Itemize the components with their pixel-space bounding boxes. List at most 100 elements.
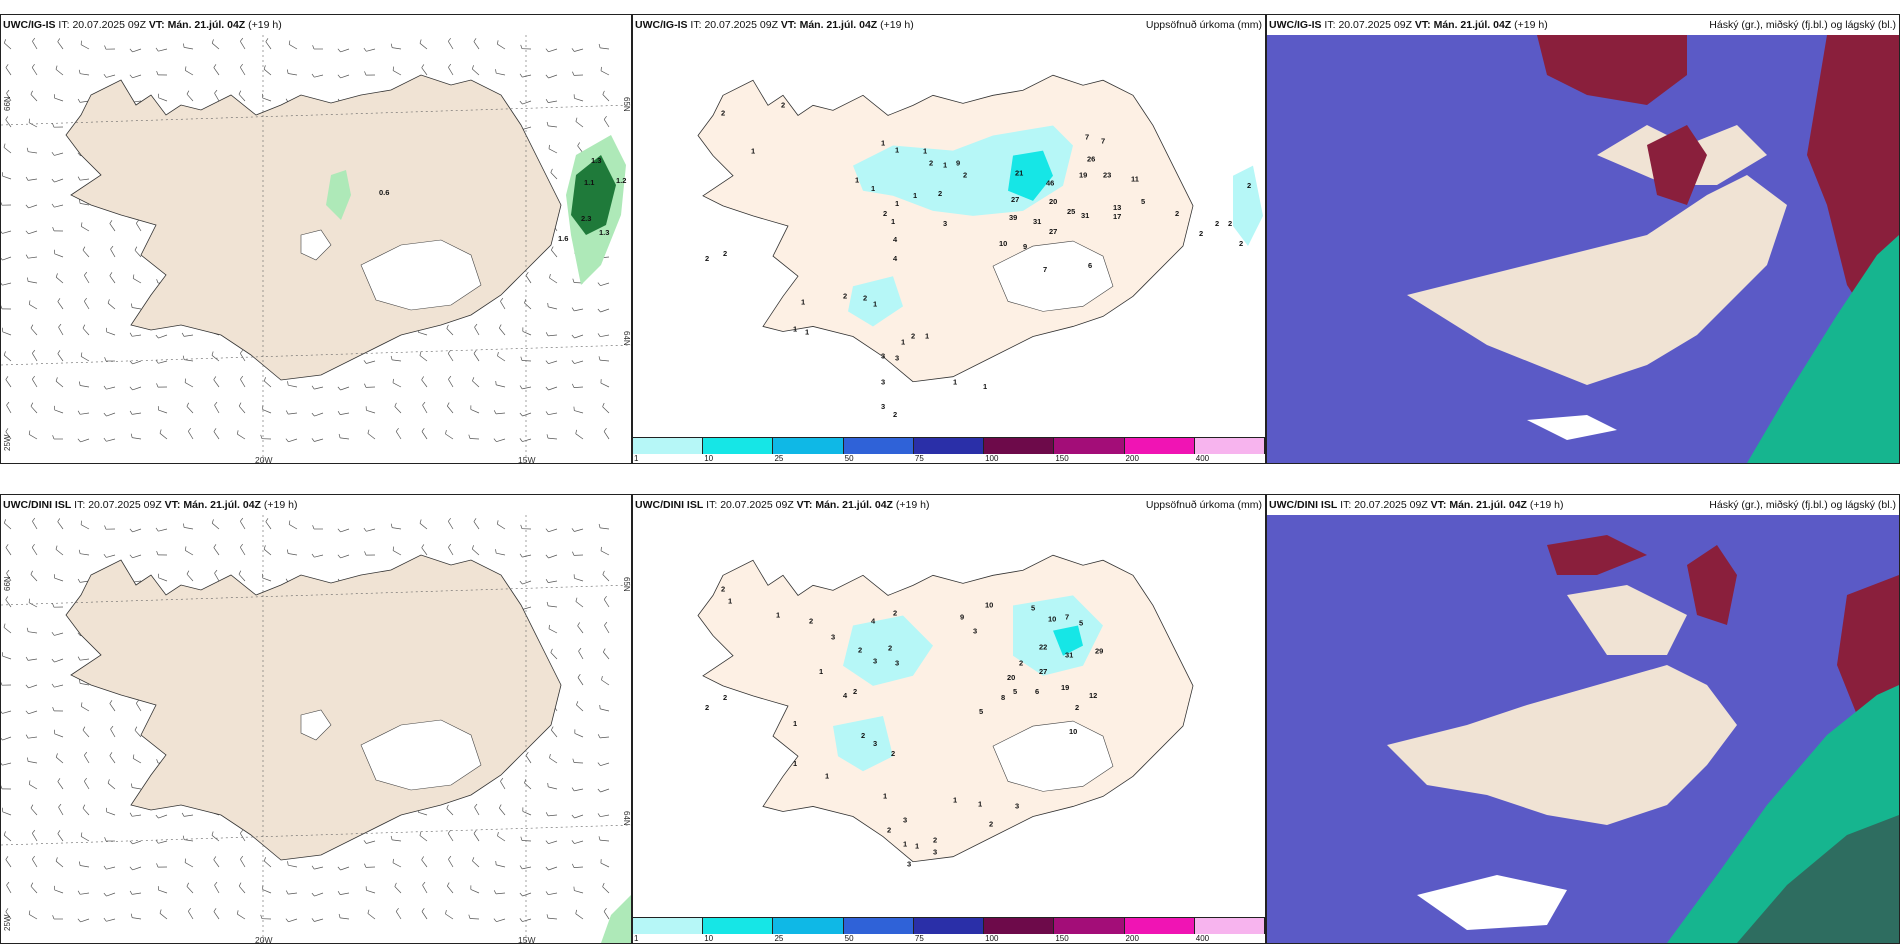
low-cloud-deep [1737, 815, 1899, 943]
wind-map: 0.6 1.3 1.1 1.2 2.3 1.6 1.3 [1, 35, 631, 463]
wind-barb [211, 355, 220, 362]
legend-ticks: 1 10 25 50 75 100 150 200 400 [633, 933, 1265, 943]
precip-value: 7 [1043, 265, 1047, 274]
wind-barb [238, 405, 246, 414]
wind-barb-flag [32, 349, 36, 354]
wind-barb-flag [571, 307, 575, 312]
wind-barb [421, 67, 428, 76]
wind-barb-flag [545, 332, 549, 337]
wind-barb [495, 412, 506, 415]
wind-barb-flag [497, 40, 499, 45]
wind-barb [525, 755, 532, 764]
legend-tick-label: 200 [1125, 934, 1139, 943]
wind-barb-flag [493, 918, 497, 922]
wind-barb [395, 431, 402, 440]
wind-barb [574, 97, 584, 102]
wind-barb-flag [103, 917, 107, 922]
wind-barb [600, 382, 610, 388]
wind-barb-flag [80, 222, 83, 227]
wind-barb-flag [240, 63, 243, 68]
precip-value: 20 [1049, 197, 1057, 206]
wind-barb [110, 729, 116, 738]
legend-swatch [1124, 438, 1195, 454]
wind-barb [497, 43, 506, 50]
wind-barb [240, 41, 246, 50]
precip-value: 2 [843, 291, 847, 300]
wind-barb-flag [51, 631, 55, 636]
wind-barb [419, 523, 428, 530]
wind-barb-flag [1, 785, 3, 790]
glacier-vatnajokull [992, 240, 1114, 312]
wind-barb-flag [265, 518, 269, 522]
wind-barb-flag [181, 332, 185, 337]
wind-value: 1.6 [558, 234, 568, 243]
precip-value: 2 [888, 644, 892, 653]
wind-barb [158, 97, 168, 102]
precip-value: 2 [1228, 219, 1232, 228]
precip-value: 3 [943, 219, 947, 228]
wind-barb [392, 839, 402, 842]
precip-value: 1 [953, 795, 957, 804]
wind-barb [288, 918, 298, 923]
wind-barb-flag [103, 865, 107, 870]
wind-barb-flag [103, 385, 107, 390]
precip-value: 1 [891, 217, 895, 226]
wind-barb-flag [392, 66, 395, 71]
wind-barb [158, 334, 168, 339]
wind-barb-flag [421, 376, 424, 380]
wind-barb-flag [519, 73, 523, 78]
lat-label-66n: 66N [3, 96, 12, 111]
wind-barb [392, 527, 402, 530]
wind-barb [575, 121, 584, 128]
wind-barb [549, 277, 558, 284]
wind-barb [158, 814, 168, 819]
wind-barb-flag [156, 759, 159, 764]
wind-barb-flag [545, 360, 549, 364]
wind-barb [238, 94, 246, 102]
wind-barb [469, 918, 480, 920]
wind-barb [133, 758, 142, 764]
wind-barb-flag [364, 863, 367, 868]
wind-barb [80, 892, 90, 895]
parallel-64n [1, 824, 631, 846]
wind-barb [263, 548, 272, 556]
wind-barb [548, 386, 558, 391]
wind-barb [499, 327, 506, 336]
wind-barb [57, 833, 64, 842]
wind-barb-flag [392, 858, 394, 863]
wind-barb-flag [5, 116, 9, 120]
wind-barb [288, 73, 298, 76]
wind-barb-flag [498, 324, 502, 329]
wind-barb [5, 431, 12, 440]
wind-barb [54, 409, 64, 414]
wind-barb [57, 301, 64, 310]
lat-label-66n: 66N [3, 576, 12, 591]
wind-barb [419, 835, 428, 842]
precip-area-sw [833, 716, 893, 772]
wind-barb-flag [364, 71, 367, 76]
wind-value: 0.6 [379, 188, 389, 197]
wind-barb [58, 807, 64, 816]
precip-map: 2 1 1 2 2 2 3 4 2 9 3 10 5 10 7 5 2 2 3 … [633, 515, 1265, 917]
wind-barb-flag [109, 752, 113, 756]
wind-barb-flag [498, 804, 502, 809]
wind-barb-flag [601, 676, 603, 681]
wind-barb [548, 74, 558, 79]
wind-barb [2, 256, 12, 261]
wind-barb [6, 885, 12, 894]
wind-barb-flag [577, 142, 580, 146]
lon-label-25w: 25W [3, 434, 12, 451]
precip-value: 27 [1011, 195, 1019, 204]
wind-barb [604, 625, 610, 634]
wind-barb-flag [395, 427, 399, 432]
wind-barb-flag [548, 624, 550, 629]
wind-barb-flag [337, 48, 341, 53]
wind-barb [186, 573, 194, 582]
precip-value: 1 [819, 667, 823, 676]
wind-barb-flag [155, 47, 159, 52]
wind-barb-flag [597, 282, 601, 286]
wind-barb [522, 100, 532, 105]
wind-barb [84, 275, 90, 284]
wind-barb-flag [311, 892, 315, 897]
wind-barb [574, 334, 584, 339]
